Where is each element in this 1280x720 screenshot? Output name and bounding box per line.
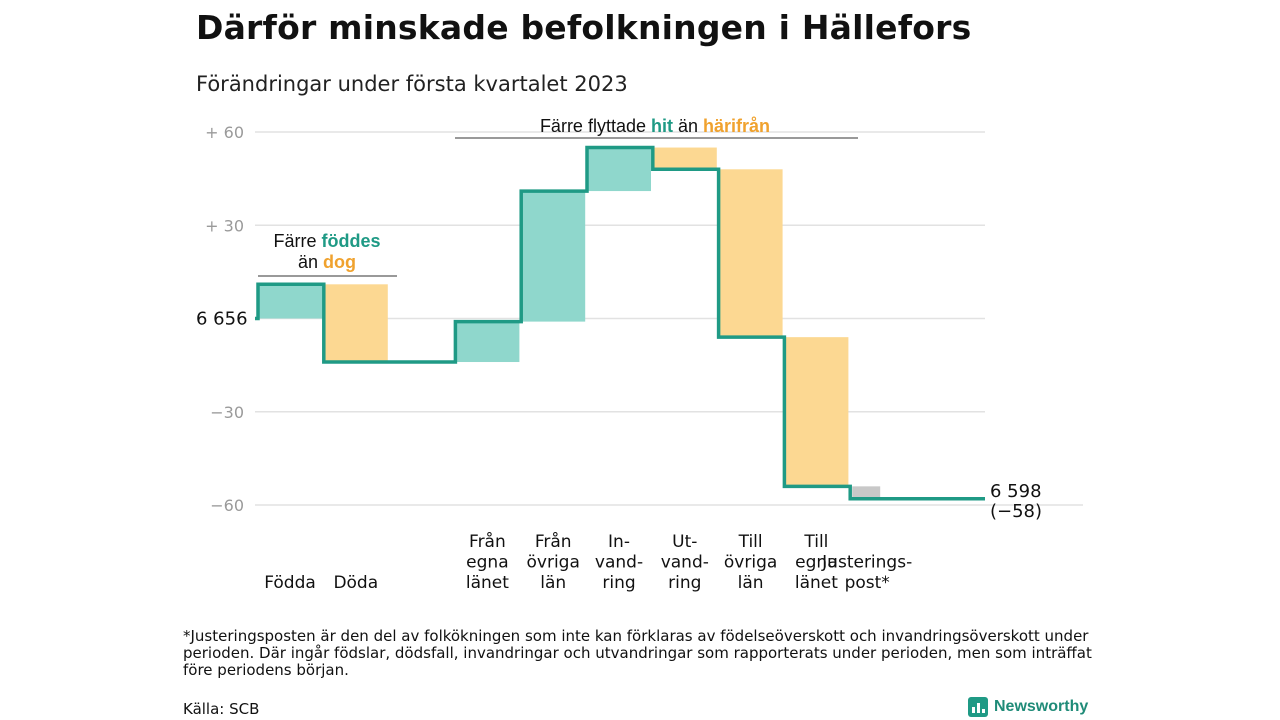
start-value-label: 6 656 (196, 309, 248, 330)
x-tick-label: egna (466, 553, 508, 573)
y-tick-label: + 30 (205, 216, 244, 235)
waterfall-bar (455, 321, 520, 363)
x-tick-label: post* (845, 573, 890, 593)
annotation-births-deaths: än dog (298, 252, 356, 272)
y-tick-label: + 60 (205, 123, 244, 142)
x-tick-label: In- (608, 532, 630, 552)
x-tick-label: övriga (527, 553, 580, 573)
x-tick-label: Ut- (672, 532, 697, 552)
footnote: *Justeringsposten är den del av folkökni… (183, 627, 1092, 679)
waterfall-bar (718, 169, 783, 338)
brand-name: Newsworthy (994, 698, 1089, 715)
x-tick-label: ring (668, 573, 701, 593)
x-tick-label: län (738, 573, 764, 593)
x-tick-label: Döda (333, 573, 378, 593)
x-tick-label: vand- (595, 553, 643, 573)
waterfall-bar (652, 147, 717, 170)
waterfall-bar (521, 191, 586, 322)
x-tick-label: ring (602, 573, 635, 593)
x-tick-label: Till (803, 532, 828, 552)
waterfall-bar (784, 337, 849, 487)
x-tick-label: vand- (661, 553, 709, 573)
x-tick-label: Födda (264, 573, 316, 593)
x-tick-label: övriga (724, 553, 777, 573)
x-tick-label: Från (535, 531, 572, 552)
waterfall-bar (587, 147, 651, 192)
chart-title: Därför minskade befolkningen i Hällefors (196, 8, 972, 47)
end-value-label: (−58) (990, 501, 1042, 522)
x-tick-label: länet (466, 573, 509, 593)
y-tick-label: −60 (210, 496, 244, 515)
y-tick-label: −30 (210, 403, 244, 422)
waterfall-bar (323, 284, 388, 363)
x-tick-label: Från (469, 531, 506, 552)
chart-subtitle: Förändringar under första kvartalet 2023 (196, 72, 628, 96)
annotation-births-deaths: Färre föddes (273, 231, 380, 251)
x-tick-label: Till (738, 532, 763, 552)
annotation-migration: Färre flyttade hit än härifrån (540, 116, 770, 136)
x-tick-label: Justerings- (821, 553, 912, 573)
x-tick-label: egna (795, 553, 837, 573)
brand-logo: Newsworthy (968, 697, 1088, 717)
newsworthy-icon (968, 697, 988, 717)
waterfall-bar (852, 486, 881, 499)
x-tick-label: länet (795, 573, 838, 593)
source-label: Källa: SCB (183, 700, 260, 718)
waterfall-bar (258, 284, 322, 319)
end-value-label: 6 598 (990, 481, 1042, 502)
cumulative-line (255, 145, 985, 501)
x-tick-label: län (540, 573, 566, 593)
